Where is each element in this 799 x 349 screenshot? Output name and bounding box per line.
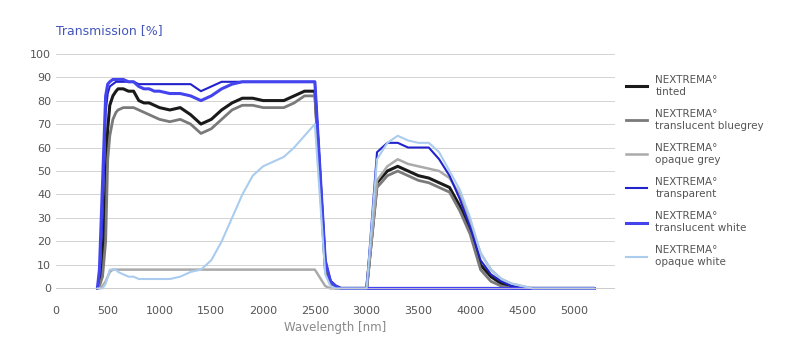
X-axis label: Wavelength [nm]: Wavelength [nm] — [284, 321, 387, 334]
Text: Transmission [%]: Transmission [%] — [56, 23, 162, 37]
Legend: NEXTREMA°
tinted, NEXTREMA°
translucent bluegrey, NEXTREMA°
opaque grey, NEXTREM: NEXTREMA° tinted, NEXTREMA° translucent … — [626, 75, 764, 267]
